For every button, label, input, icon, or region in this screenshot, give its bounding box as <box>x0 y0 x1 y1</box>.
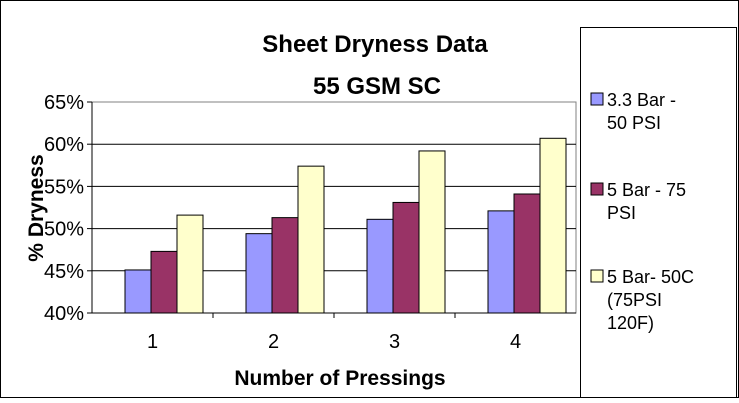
y-axis-label: % Dryness <box>25 154 48 261</box>
y-tick-label: 40% <box>44 303 84 325</box>
bar-series-2-cat-1 <box>150 250 178 314</box>
y-tick-label: 60% <box>44 134 84 156</box>
x-tick-label: 1 <box>147 331 158 353</box>
bar-series-2-cat-3 <box>392 201 420 314</box>
y-tick-label: 55% <box>44 176 84 198</box>
legend-swatch-1 <box>590 92 604 106</box>
legend-box <box>580 27 737 398</box>
bar-series-1-cat-3 <box>366 218 394 314</box>
y-tick-label: 45% <box>44 261 84 283</box>
bar-series-2-cat-4 <box>513 193 541 314</box>
y-axis: 40% 45% 50% 55% 60% 65% <box>44 92 93 325</box>
bar-series-3-cat-4 <box>539 137 567 314</box>
x-tick-label: 3 <box>389 331 400 353</box>
legend-swatch-2 <box>590 182 604 196</box>
legend-label-3: (75PSI <box>607 290 662 310</box>
x-tick-label: 2 <box>268 331 279 353</box>
legend-label-1: 3.3 Bar - <box>607 90 676 110</box>
bar-series-1-cat-1 <box>124 269 152 314</box>
bar-series-3-cat-2 <box>297 165 325 314</box>
legend-label-2: PSI <box>607 203 636 223</box>
x-axis-label: Number of Pressings <box>234 367 445 390</box>
legend-swatch-3 <box>590 269 604 283</box>
legend-label-2: 5 Bar - 75 <box>607 180 686 200</box>
legend-label-3: 120F) <box>607 313 654 333</box>
chart-title-line-2: 55 GSM SC <box>313 73 441 100</box>
x-tick-label: 4 <box>510 331 521 353</box>
bar-series-1-cat-4 <box>487 210 515 314</box>
bar-series-1-cat-2 <box>245 233 273 314</box>
legend-label-1: 50 PSI <box>607 113 661 133</box>
y-tick-label: 50% <box>44 219 84 241</box>
x-axis: 1 2 3 4 <box>92 312 576 353</box>
legend: 3.3 Bar - 50 PSI 5 Bar - 75 PSI 5 Bar- 50C (7… <box>590 90 694 333</box>
chart-title-line-1: Sheet Dryness Data <box>262 31 488 58</box>
legend-label-3: 5 Bar- 50C <box>607 267 694 287</box>
bar-series-3-cat-3 <box>418 150 446 314</box>
bar-series-2-cat-2 <box>271 217 299 314</box>
bars <box>124 137 567 314</box>
y-tick-label: 65% <box>44 92 84 114</box>
bar-series-3-cat-1 <box>176 214 204 314</box>
